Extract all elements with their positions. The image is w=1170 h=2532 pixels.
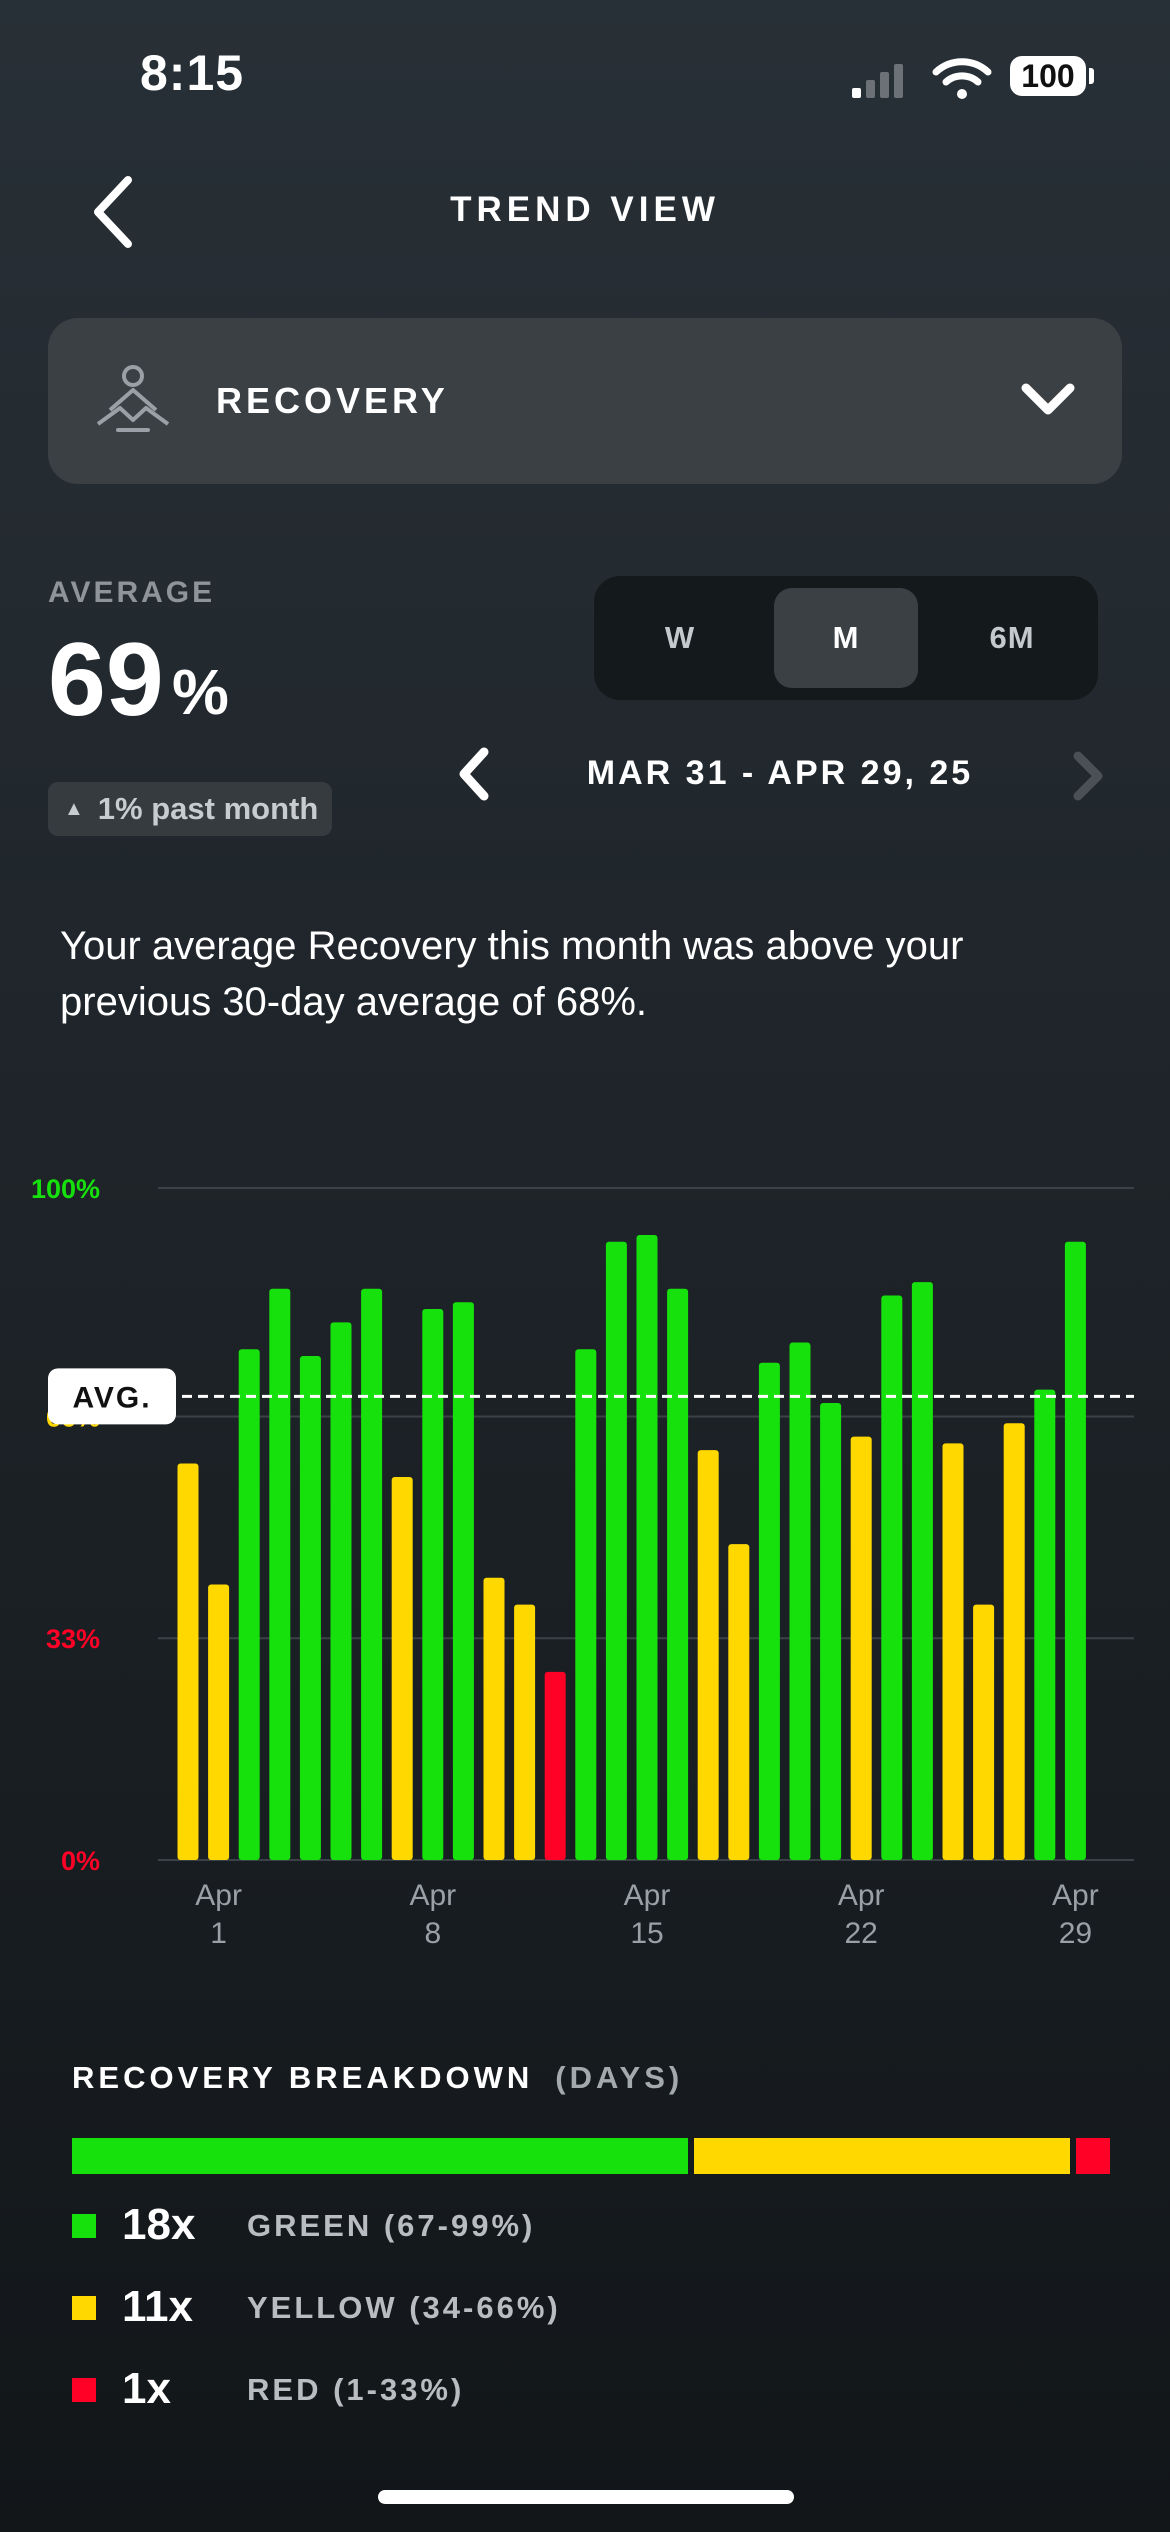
period-6m-button[interactable]: 6M xyxy=(989,620,1035,655)
wifi-icon xyxy=(932,58,992,99)
yellow-swatch xyxy=(72,2296,96,2320)
chart-bar xyxy=(299,1356,321,1860)
chart-bar xyxy=(1064,1241,1086,1860)
average-value: 69 xyxy=(48,622,164,738)
y-tick-label: 100% xyxy=(31,1174,100,1204)
cellular-signal-icon xyxy=(852,64,903,98)
average-badge-label: AVG. xyxy=(72,1381,151,1414)
chart-bar xyxy=(605,1241,627,1860)
x-tick-label-month: Apr xyxy=(624,1879,671,1912)
breakdown-segment-green xyxy=(72,2138,688,2174)
x-tick-label-day: 8 xyxy=(424,1917,441,1950)
period-toggle: W M 6M xyxy=(594,576,1098,700)
chart-bar xyxy=(514,1604,536,1860)
y-tick-label: 0% xyxy=(61,1846,100,1876)
metric-selector-dropdown[interactable]: RECOVERY xyxy=(48,318,1122,484)
green-label: GREEN (67-99%) xyxy=(247,2208,536,2243)
chart-bar xyxy=(850,1436,872,1860)
y-tick-label: 33% xyxy=(46,1624,100,1654)
red-count: 1x xyxy=(122,2364,171,2413)
yellow-label: YELLOW (34-66%) xyxy=(247,2290,561,2325)
home-indicator xyxy=(378,2490,794,2504)
chart-bar xyxy=(544,1671,566,1860)
chart-bar xyxy=(422,1308,444,1860)
status-time: 8:15 xyxy=(140,45,245,101)
chart-bar xyxy=(728,1544,750,1860)
chart-bar xyxy=(177,1463,199,1860)
chart-bar xyxy=(973,1604,995,1860)
chevron-left-icon xyxy=(459,747,489,801)
breakdown-segment-red xyxy=(1075,2138,1110,2174)
battery-nub xyxy=(1089,68,1094,84)
chevron-left-icon xyxy=(94,176,132,248)
chart-bar xyxy=(452,1302,474,1860)
red-swatch xyxy=(72,2378,96,2402)
chart-bar xyxy=(1003,1423,1025,1860)
x-tick-label-day: 29 xyxy=(1059,1917,1092,1950)
breakdown-title-text: RECOVERY BREAKDOWN xyxy=(72,2060,534,2095)
chart-bar xyxy=(789,1342,811,1860)
chart-bar xyxy=(697,1450,719,1860)
x-tick-label-day: 15 xyxy=(630,1917,663,1950)
legend-row-yellow: 11x YELLOW (34-66%) xyxy=(72,2278,972,2338)
period-week-button[interactable]: W xyxy=(664,620,696,655)
chart-bar xyxy=(483,1577,505,1860)
average-badge xyxy=(48,1368,176,1425)
chart-bar xyxy=(1034,1389,1056,1860)
legend-row-red: 1x RED (1-33%) xyxy=(72,2360,972,2420)
breakdown-stacked-bar xyxy=(72,2138,1110,2174)
x-tick-label-day: 1 xyxy=(210,1917,227,1950)
red-label: RED (1-33%) xyxy=(247,2372,465,2407)
x-tick-label-month: Apr xyxy=(409,1879,456,1912)
back-button[interactable] xyxy=(80,172,150,252)
change-text: 1% past month xyxy=(97,791,319,826)
green-swatch xyxy=(72,2214,96,2238)
chart-bar xyxy=(269,1288,291,1860)
status-icons: 100 xyxy=(850,52,1095,102)
x-tick-label-month: Apr xyxy=(195,1879,242,1912)
chart-bar xyxy=(361,1288,383,1860)
chart-bar xyxy=(942,1443,964,1860)
breakdown-segment-yellow xyxy=(693,2138,1070,2174)
chart-bar xyxy=(820,1403,842,1860)
x-tick-label-month: Apr xyxy=(1052,1879,1099,1912)
insight-text: Your average Recovery this month was abo… xyxy=(60,924,964,1024)
chevron-right-icon xyxy=(1073,751,1103,801)
next-period-button[interactable] xyxy=(1066,748,1110,804)
chart-bar xyxy=(330,1322,352,1860)
breakdown-title: RECOVERY BREAKDOWN (DAYS) xyxy=(72,2060,683,2096)
x-tick-label-day: 22 xyxy=(845,1917,878,1950)
chart-bar xyxy=(758,1362,780,1860)
chart-bar xyxy=(667,1288,689,1860)
battery-icon: 100 xyxy=(1010,56,1086,96)
triangle-up-icon: ▲ xyxy=(64,797,84,820)
chevron-down-icon xyxy=(1021,383,1075,415)
breakdown-unit: (DAYS) xyxy=(555,2060,684,2095)
chart-bar xyxy=(238,1349,260,1860)
change-badge: ▲ 1% past month xyxy=(48,782,332,836)
average-unit: % xyxy=(172,656,229,728)
date-range: MAR 31 - APR 29, 25 xyxy=(586,754,974,792)
average-label: AVERAGE xyxy=(48,576,216,609)
chart-bar xyxy=(636,1235,658,1860)
chart-bar xyxy=(911,1282,933,1860)
recovery-icon xyxy=(96,365,170,432)
previous-period-button[interactable] xyxy=(452,744,496,804)
yellow-count: 11x xyxy=(122,2282,193,2331)
green-count: 18x xyxy=(122,2200,196,2249)
legend-row-green: 18x GREEN (67-99%) xyxy=(72,2196,972,2256)
metric-label: RECOVERY xyxy=(216,380,449,421)
chart-bar xyxy=(881,1295,903,1860)
chart-bar xyxy=(575,1349,597,1860)
page-title: TREND VIEW xyxy=(450,190,720,229)
chart-bar xyxy=(208,1584,230,1860)
period-month-button[interactable]: M xyxy=(774,588,918,688)
x-tick-label-month: Apr xyxy=(838,1879,885,1912)
chart-bar xyxy=(391,1476,413,1860)
